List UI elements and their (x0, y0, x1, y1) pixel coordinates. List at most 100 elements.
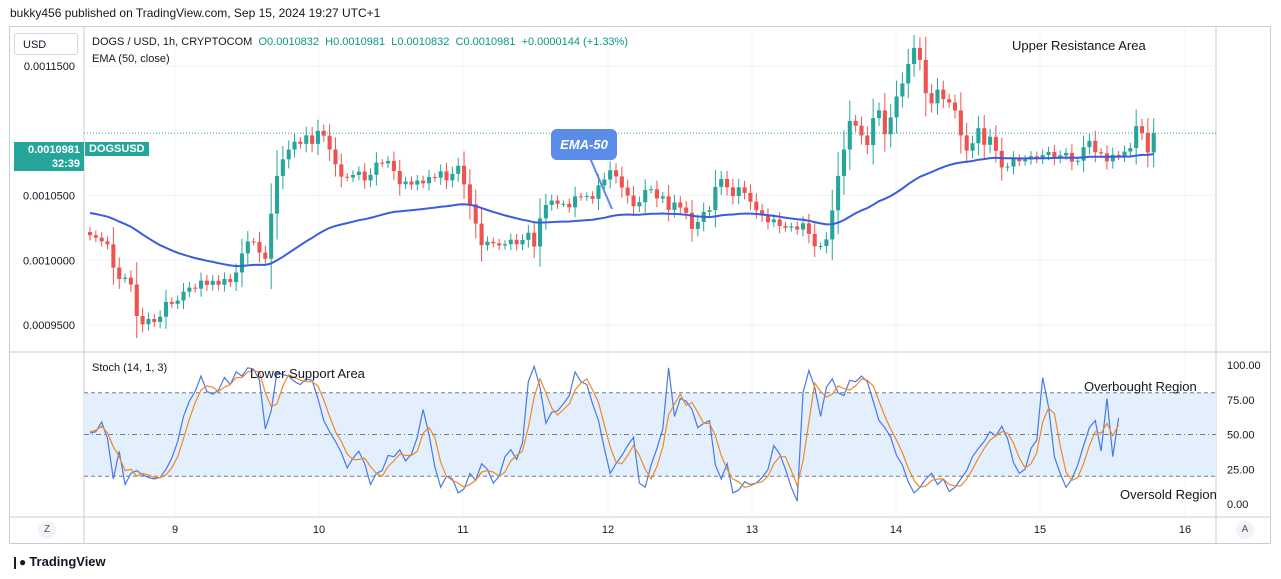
candle-body (93, 235, 98, 238)
candle-body (765, 215, 771, 223)
candle-body (169, 301, 174, 304)
candle-body (1040, 155, 1045, 159)
x-tick-label: 12 (602, 524, 614, 536)
candle-body (345, 176, 350, 178)
candle-body (409, 181, 414, 185)
candle-body (123, 277, 128, 279)
candle-body (941, 89, 946, 100)
candle-body (245, 241, 250, 254)
candle-body (970, 143, 975, 151)
lower-support-label: Lower Support Area (250, 366, 365, 381)
stoch-lines (89, 364, 1120, 502)
candle-body (783, 226, 788, 228)
candle-body (982, 128, 987, 145)
candle-body (613, 170, 619, 177)
candle-body (906, 63, 911, 84)
zoom-button[interactable]: Z (38, 521, 56, 539)
candle-body (1011, 158, 1016, 167)
candle-body (380, 162, 385, 164)
candle-body (882, 110, 887, 135)
candle-body (988, 136, 993, 145)
candle-body (590, 196, 595, 199)
candle-body (485, 241, 490, 246)
candle-body (871, 118, 876, 146)
candle-body (304, 135, 309, 144)
candle-body (947, 99, 952, 103)
candle-body (239, 253, 245, 273)
candle-body (730, 187, 735, 196)
stoch-tick-label: 75.00 (1227, 395, 1255, 407)
x-tick-label: 14 (890, 524, 902, 536)
candlestick-series (87, 34, 1156, 339)
candle-body (1046, 151, 1051, 156)
candle-body (684, 207, 689, 213)
stoch-tick-label: 0.00 (1227, 499, 1248, 511)
candle-body (812, 233, 817, 247)
candle-body (321, 130, 326, 136)
candle-body (152, 318, 157, 322)
candle-body (508, 239, 513, 245)
last-price-tag: 0.0010981 32:39 (14, 142, 84, 171)
candle-body (952, 102, 958, 111)
currency-button[interactable]: USD (14, 33, 78, 55)
callout-pointer (589, 157, 613, 210)
candle-body (672, 202, 677, 210)
candle-body (333, 149, 338, 165)
candle-body (760, 210, 765, 216)
stoch-d-line (89, 369, 1120, 488)
candle-body (608, 170, 613, 180)
candle-body (742, 187, 747, 193)
candle-body (1081, 147, 1086, 161)
stoch-legend[interactable]: Stoch (14, 1, 3) (92, 362, 168, 374)
candle-body (847, 120, 852, 150)
candle-body (274, 175, 280, 214)
candle-body (1122, 151, 1127, 157)
candle-body (543, 204, 548, 219)
candle-body (923, 59, 928, 94)
candle-body (643, 189, 648, 203)
candle-body (678, 202, 683, 208)
legend-close: C0.0010981 (455, 36, 516, 48)
candle-body (111, 244, 116, 268)
candle-body (584, 196, 589, 198)
candle-body (368, 174, 373, 181)
candle-body (754, 201, 759, 211)
candle-body (964, 135, 969, 151)
candle-body (719, 179, 724, 187)
candle-body (660, 196, 665, 199)
candle-body (228, 278, 233, 283)
candle-body (1052, 151, 1057, 159)
price-tick-label: 0.0009500 (23, 320, 75, 332)
legend-change: +0.0000144 (+1.33%) (521, 36, 628, 48)
candle-body (415, 180, 420, 185)
candle-body (795, 226, 800, 230)
candle-body (491, 241, 496, 244)
candle-body (1128, 148, 1133, 152)
published-header: bukky456 published on TradingView.com, S… (10, 6, 381, 20)
candle-body (999, 150, 1004, 168)
candle-body (456, 165, 461, 174)
auto-scale-button[interactable]: A (1236, 521, 1254, 539)
candle-body (1139, 126, 1145, 133)
candle-body (578, 196, 583, 198)
candle-body (1151, 133, 1156, 153)
stoch-band (84, 392, 1216, 477)
tradingview-logo[interactable]: ❙● TradingView (10, 554, 106, 569)
candle-body (713, 186, 718, 211)
candle-body (993, 136, 998, 151)
candle-body (573, 196, 578, 208)
candle-body (87, 232, 93, 236)
candle-body (158, 316, 163, 322)
candle-body (426, 176, 432, 184)
candle-body (1099, 152, 1104, 154)
candle-body (1093, 140, 1098, 153)
candle-body (771, 219, 776, 223)
ema-legend[interactable]: EMA (50, close) (92, 53, 170, 65)
candle-body (181, 291, 186, 301)
candle-body (199, 280, 204, 289)
legend-symbol[interactable]: DOGS / USD, 1h, CRYPTOCOM (92, 36, 253, 48)
candle-body (298, 141, 303, 144)
candle-body (280, 159, 285, 176)
legend-low: L0.0010832 (391, 36, 450, 48)
